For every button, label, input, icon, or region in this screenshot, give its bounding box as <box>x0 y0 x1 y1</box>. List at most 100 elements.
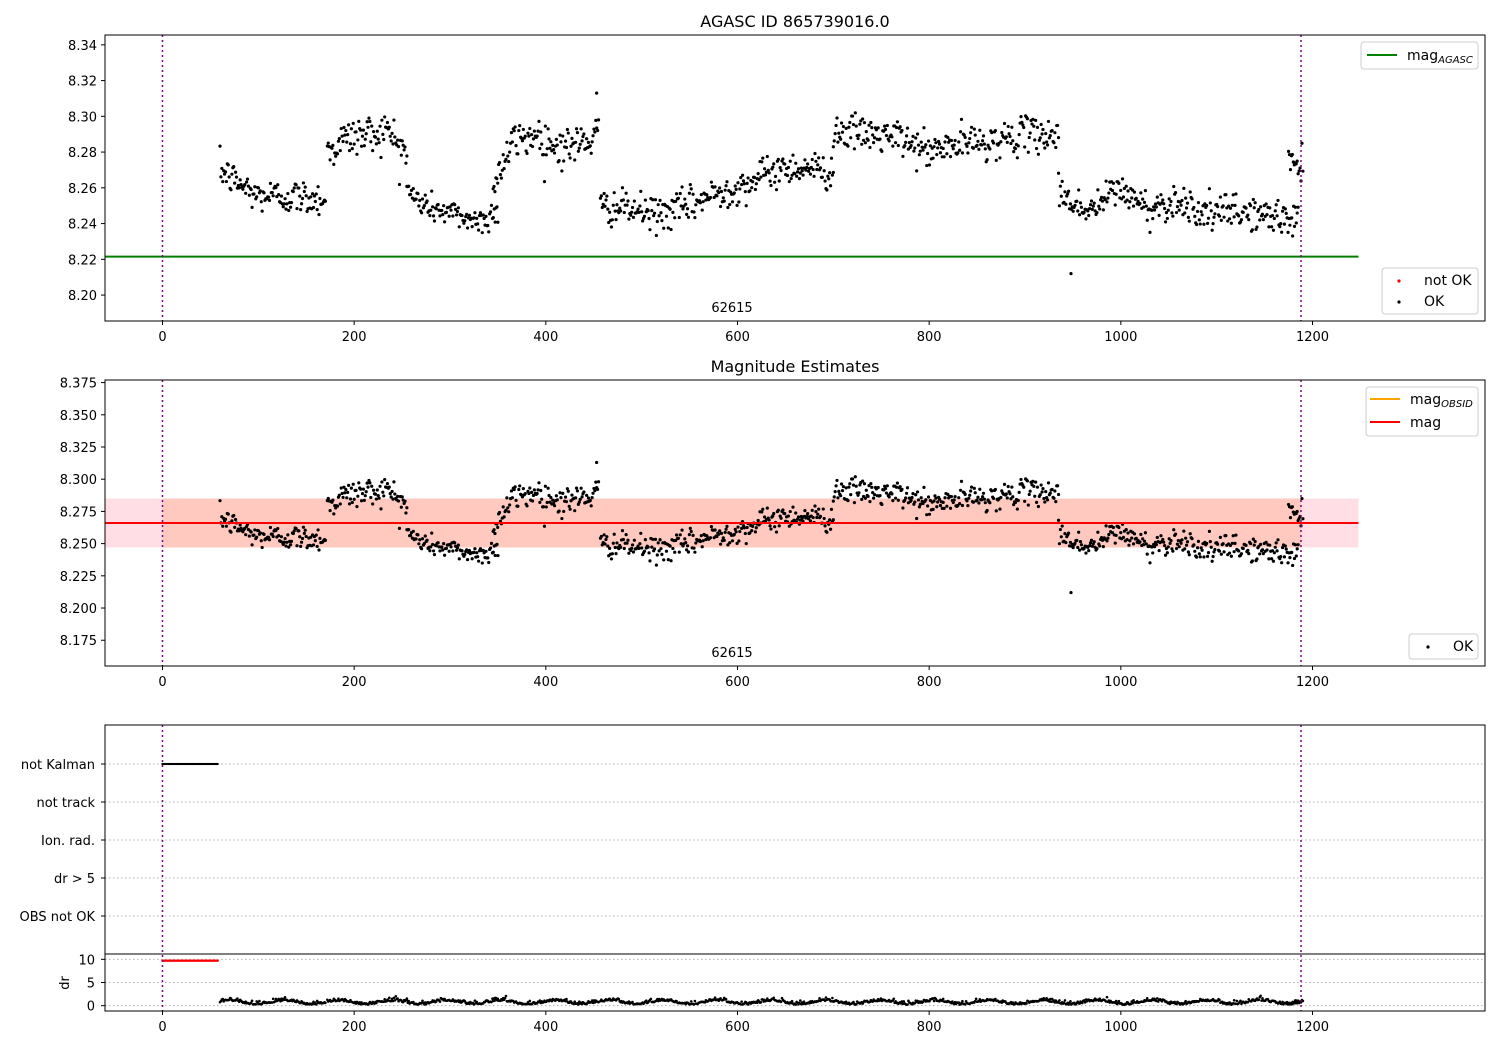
ok-point <box>1126 189 1130 193</box>
ok-point <box>1119 188 1123 193</box>
ok-point <box>414 197 418 201</box>
x-tick-label: 1200 <box>1296 1020 1329 1035</box>
ok-point <box>919 140 923 144</box>
ok-point <box>496 181 500 185</box>
ok-point <box>1174 210 1179 215</box>
ok-point <box>619 545 623 549</box>
ok-point <box>694 541 698 545</box>
ok-point <box>773 525 777 529</box>
ok-point <box>686 550 691 554</box>
dr-point <box>1145 997 1149 1000</box>
ok-point <box>1157 548 1161 553</box>
ok-point <box>600 205 604 210</box>
ok-point <box>521 487 525 491</box>
ok-point <box>1212 550 1216 554</box>
ok-point <box>1075 199 1079 203</box>
ok-point <box>229 530 233 534</box>
x-tick-label: 400 <box>533 1020 558 1035</box>
ok-point <box>491 550 495 554</box>
ok-point <box>610 552 614 556</box>
ok-point <box>1142 539 1147 543</box>
ok-point <box>1136 199 1140 203</box>
ok-point <box>1222 550 1226 554</box>
ok-point <box>943 140 947 144</box>
ok-point <box>591 491 595 495</box>
ok-point <box>1234 533 1238 537</box>
ok-point <box>1130 536 1134 540</box>
ok-point <box>526 131 530 135</box>
ok-point <box>1043 146 1047 150</box>
ok-point <box>811 167 815 172</box>
ok-point <box>430 189 434 193</box>
ok-point <box>1098 207 1102 211</box>
ok-point <box>1130 196 1134 200</box>
ok-point <box>685 212 689 217</box>
ok-point <box>530 144 535 149</box>
ok-point <box>604 198 608 202</box>
ok-point <box>774 530 779 534</box>
ok-point <box>442 541 446 546</box>
ok-point <box>404 511 408 515</box>
ok-point <box>237 529 241 533</box>
ok-point <box>863 141 867 145</box>
ok-point <box>365 481 369 485</box>
ok-point <box>813 151 817 156</box>
ok-point <box>1232 550 1236 554</box>
ok-point <box>582 490 586 494</box>
ok-point <box>791 505 795 509</box>
ok-point <box>985 508 989 513</box>
ok-point <box>1095 546 1099 551</box>
dr-point <box>1184 999 1187 1003</box>
ok-point <box>639 531 643 535</box>
ok-point <box>465 212 469 216</box>
ok-point <box>620 186 625 190</box>
dr-point <box>250 999 254 1003</box>
ok-point <box>434 207 438 211</box>
ok-point <box>304 534 308 539</box>
ok-point <box>1042 496 1046 501</box>
ok-point <box>1159 193 1163 197</box>
ok-point <box>247 534 251 538</box>
ok-point <box>574 486 579 490</box>
ok-point <box>1255 225 1259 229</box>
ok-point <box>564 500 569 504</box>
ok-point <box>609 557 614 561</box>
y-tick-label: 8.30 <box>68 110 97 125</box>
ok-point <box>1127 206 1131 210</box>
ok-point <box>316 185 320 189</box>
ok-point <box>662 558 666 562</box>
ok-point <box>880 502 884 507</box>
dr-point <box>1259 994 1262 998</box>
ok-point <box>789 176 793 181</box>
ok-point <box>314 192 318 196</box>
ok-point <box>594 480 598 484</box>
estimates-panel-ticks: 0 200 400 600 800 1000 12008.1758.2008.2258.25… <box>60 377 1329 690</box>
ok-point <box>1251 197 1255 202</box>
ok-point <box>885 123 889 128</box>
estimates-panel: Magnitude Estimates 0 200 400 600 800 1000 120… <box>60 357 1486 690</box>
ok-point <box>1050 487 1054 492</box>
ok-point <box>233 517 238 522</box>
ok-point <box>767 518 771 522</box>
ok-point <box>532 488 536 492</box>
ok-point <box>608 210 612 214</box>
ok-point <box>577 146 581 150</box>
ok-point <box>669 559 673 563</box>
ok-point <box>576 149 580 153</box>
ok-point <box>1052 496 1056 500</box>
y-tick-label: 8.28 <box>68 146 97 161</box>
ok-point <box>909 143 913 148</box>
ok-point <box>991 141 996 145</box>
ok-point <box>1069 272 1073 276</box>
dr-point <box>420 1001 423 1005</box>
ok-point <box>292 186 296 190</box>
ok-point <box>596 480 601 484</box>
ok-point <box>685 207 690 211</box>
ok-point <box>728 541 732 545</box>
ok-point <box>1209 545 1213 549</box>
dr-point <box>854 1003 858 1006</box>
ok-point <box>602 191 606 196</box>
ok-point <box>1141 197 1145 201</box>
ok-point <box>860 142 864 146</box>
ok-point <box>1295 547 1299 551</box>
